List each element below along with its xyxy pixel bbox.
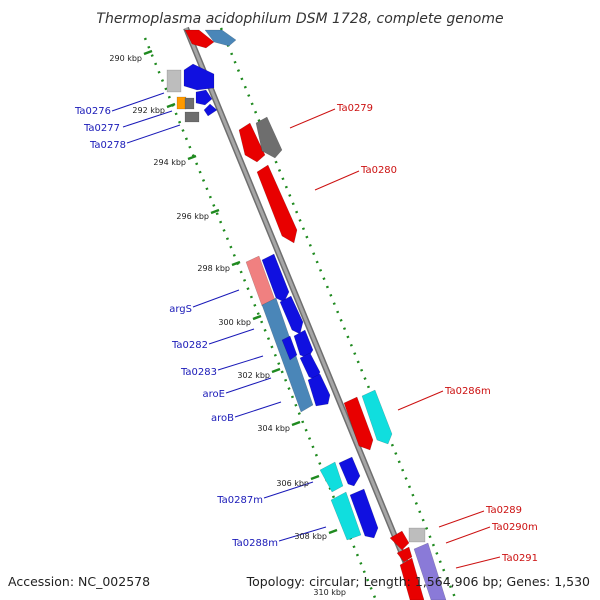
gene-Ta0283-b[interactable] <box>281 335 298 361</box>
major-tick-mark <box>252 314 262 321</box>
label-argS[interactable]: argS <box>169 304 192 315</box>
gene-aroB[interactable] <box>307 373 331 407</box>
label-Ta0276[interactable]: Ta0276 <box>74 106 111 117</box>
leader-Ta0276 <box>111 92 165 112</box>
major-tick-mark <box>210 208 220 215</box>
leader-Ta0289 <box>438 510 485 528</box>
label-Ta0279[interactable]: Ta0279 <box>336 103 373 114</box>
leader-Ta0277 <box>122 110 173 128</box>
gene-Ta0277[interactable] <box>176 96 187 110</box>
major-tick-mark <box>231 260 241 267</box>
gene-Ta0289[interactable] <box>389 530 410 551</box>
gene-Ta0291[interactable] <box>399 557 425 600</box>
gene-Ta0282-blue[interactable] <box>279 295 304 335</box>
gene-partial-steelblue-top[interactable] <box>204 29 237 47</box>
label-Ta0278[interactable]: Ta0278 <box>89 140 126 151</box>
gene-gray-292[interactable] <box>184 97 195 110</box>
leader-aroE <box>225 377 272 394</box>
leader-Ta0286m <box>397 390 444 411</box>
leader-Ta0290m <box>445 526 491 544</box>
gene-Ta0287m-blue[interactable] <box>338 456 361 487</box>
tick-label-308: 308 kbp <box>294 532 327 541</box>
gene-Ta0278-blue[interactable] <box>203 103 218 117</box>
gene-Ta0277-blue[interactable] <box>195 89 213 106</box>
major-tick-mark <box>291 420 301 427</box>
label-Ta0291[interactable]: Ta0291 <box>501 553 538 564</box>
major-tick-mark <box>143 49 153 56</box>
genome-backbone <box>183 26 424 600</box>
label-aroE[interactable]: aroE <box>203 389 225 400</box>
label-Ta0286m[interactable]: Ta0286m <box>444 386 491 397</box>
gene-Ta0276[interactable] <box>183 63 215 91</box>
gene-Ta0279[interactable] <box>238 122 266 163</box>
leader-Ta0279 <box>289 108 336 129</box>
label-Ta0283[interactable]: Ta0283 <box>180 367 217 378</box>
major-tick-mark <box>328 528 338 535</box>
label-Ta0287m[interactable]: Ta0287m <box>216 495 263 506</box>
gene-Ta0278[interactable] <box>184 111 200 123</box>
tick-label-294: 294 kbp <box>153 158 186 167</box>
leader-Ta0287m <box>263 481 314 499</box>
tick-label-296: 296 kbp <box>176 212 209 221</box>
tick-labels: 290 kbp 292 kbp 294 kbp 296 kbp 298 kbp … <box>109 54 346 597</box>
label-Ta0277[interactable]: Ta0277 <box>83 123 120 134</box>
gene-features <box>166 29 447 600</box>
gene-Ta0288m[interactable] <box>330 491 362 541</box>
gene-Ta0282[interactable] <box>261 297 314 413</box>
tick-label-304: 304 kbp <box>257 424 290 433</box>
footer: Accession: NC_002578 Topology: circular;… <box>8 574 590 589</box>
label-leaders <box>111 92 501 569</box>
tick-label-300: 300 kbp <box>218 318 251 327</box>
leader-Ta0291 <box>455 556 501 569</box>
leader-Ta0278 <box>126 124 181 144</box>
gene-labels: Ta0276 Ta0277 Ta0278 argS Ta0282 Ta0283 … <box>74 103 538 564</box>
label-Ta0280[interactable]: Ta0280 <box>360 165 397 176</box>
accession-text: Accession: NC_002578 <box>8 574 150 589</box>
leader-Ta0288m <box>278 526 327 542</box>
leader-Ta0283 <box>217 355 264 371</box>
tick-label-306: 306 kbp <box>276 479 309 488</box>
gene-Ta0290m[interactable] <box>396 546 413 563</box>
label-aroB[interactable]: aroB <box>211 413 234 424</box>
gene-Ta0280[interactable] <box>256 164 298 244</box>
major-tick-mark <box>166 102 176 109</box>
label-Ta0288m[interactable]: Ta0288m <box>231 538 278 549</box>
tick-label-310: 310 kbp <box>313 588 346 597</box>
tick-guides <box>143 27 458 600</box>
gene-Ta0286m-cyan[interactable] <box>361 389 393 445</box>
label-Ta0290m[interactable]: Ta0290m <box>491 522 538 533</box>
gene-lightgray-290[interactable] <box>166 69 182 93</box>
tick-label-292: 292 kbp <box>132 106 165 115</box>
gene-partial-red-top[interactable] <box>184 29 215 49</box>
gene-Ta0279-gray[interactable] <box>255 116 283 159</box>
leader-Ta0280 <box>314 170 360 191</box>
major-tick-mark <box>187 154 197 161</box>
leader-Ta0282 <box>208 328 255 345</box>
label-Ta0282[interactable]: Ta0282 <box>171 340 208 351</box>
gene-Ta0287m[interactable] <box>319 461 344 493</box>
gene-Ta0289-lightgray[interactable] <box>408 527 426 543</box>
map-title: Thermoplasma acidophilum DSM 1728, compl… <box>96 11 503 27</box>
gene-Ta0288m-blue[interactable] <box>349 488 379 539</box>
label-Ta0289[interactable]: Ta0289 <box>485 505 522 516</box>
leader-aroB <box>234 401 282 418</box>
tick-label-298: 298 kbp <box>197 264 230 273</box>
leader-argS <box>192 289 240 308</box>
major-tick-mark <box>310 474 320 481</box>
topology-text: Topology: circular; Length: 1,564,906 bp… <box>246 574 590 589</box>
gene-Ta0290m-lavender[interactable] <box>413 542 447 600</box>
tick-label-290: 290 kbp <box>109 54 142 63</box>
gene-argS-blue[interactable] <box>261 253 290 303</box>
tick-label-302: 302 kbp <box>237 371 270 380</box>
gene-Ta0286m[interactable] <box>343 396 374 451</box>
major-tick-mark <box>271 367 281 374</box>
